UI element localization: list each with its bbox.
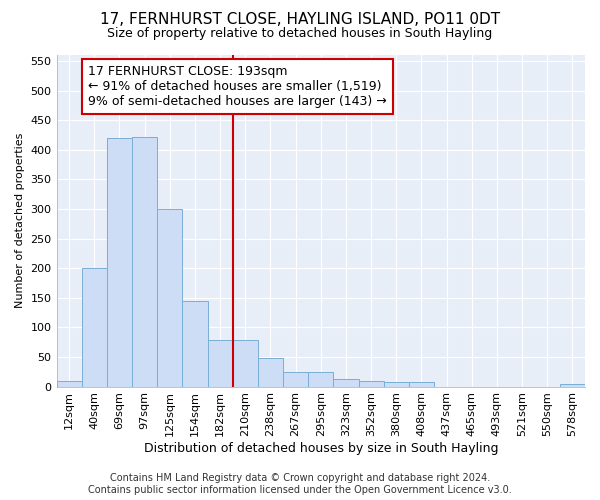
Bar — [334, 380, 359, 386]
Bar — [208, 340, 233, 386]
Bar — [157, 209, 182, 386]
Bar — [383, 382, 409, 386]
Bar — [82, 268, 107, 386]
Bar — [132, 136, 157, 386]
Text: 17, FERNHURST CLOSE, HAYLING ISLAND, PO11 0DT: 17, FERNHURST CLOSE, HAYLING ISLAND, PO1… — [100, 12, 500, 28]
Bar — [409, 382, 434, 386]
Y-axis label: Number of detached properties: Number of detached properties — [15, 133, 25, 308]
Text: 17 FERNHURST CLOSE: 193sqm
← 91% of detached houses are smaller (1,519)
9% of se: 17 FERNHURST CLOSE: 193sqm ← 91% of deta… — [88, 65, 387, 108]
Text: Contains HM Land Registry data © Crown copyright and database right 2024.
Contai: Contains HM Land Registry data © Crown c… — [88, 474, 512, 495]
Bar — [107, 138, 132, 386]
Text: Size of property relative to detached houses in South Hayling: Size of property relative to detached ho… — [107, 28, 493, 40]
Bar — [56, 380, 82, 386]
Bar — [308, 372, 334, 386]
Bar — [560, 384, 585, 386]
Bar — [233, 340, 258, 386]
Bar — [258, 358, 283, 386]
Bar — [182, 300, 208, 386]
Bar — [359, 380, 383, 386]
Bar — [283, 372, 308, 386]
X-axis label: Distribution of detached houses by size in South Hayling: Distribution of detached houses by size … — [143, 442, 498, 455]
